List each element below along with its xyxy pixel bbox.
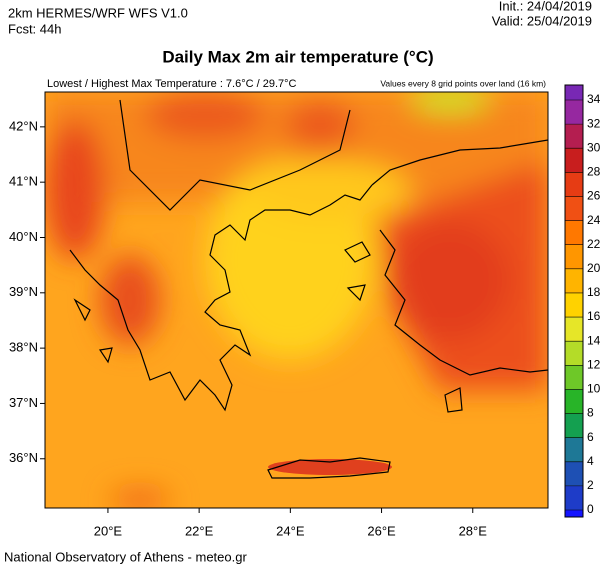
colorbar-label: 16 bbox=[587, 309, 600, 323]
colorbar-band bbox=[565, 244, 583, 269]
colorbar-label: 8 bbox=[587, 406, 594, 420]
colorbar-band bbox=[565, 268, 583, 293]
colorbar-label: 4 bbox=[587, 454, 594, 468]
colorbar-band bbox=[565, 389, 583, 414]
colorbar-label: 34 bbox=[587, 92, 600, 106]
colorbar-band bbox=[565, 172, 583, 197]
x-tick-label: 28°E bbox=[459, 523, 488, 538]
title: Daily Max 2m air temperature (°C) bbox=[162, 47, 433, 66]
y-tick-label: 37°N bbox=[9, 395, 38, 410]
colorbar-label: 30 bbox=[587, 140, 600, 154]
colorbar-band bbox=[565, 148, 583, 173]
colorbar-label: 14 bbox=[587, 333, 600, 347]
colorbar-band bbox=[565, 365, 583, 390]
colorbar-band bbox=[565, 437, 583, 462]
init-label: Init.: 24/04/2019 bbox=[499, 0, 592, 13]
colorbar-label: 24 bbox=[587, 213, 600, 227]
colorbar-band bbox=[565, 100, 583, 125]
colorbar-band bbox=[565, 85, 583, 100]
colorbar-label: 6 bbox=[587, 430, 594, 444]
colorbar-band bbox=[565, 510, 583, 517]
colorbar-label: 28 bbox=[587, 165, 600, 179]
colorbar-band bbox=[565, 341, 583, 366]
valid-label: Valid: 25/04/2019 bbox=[492, 13, 592, 28]
footer: National Observatory of Athens - meteo.g… bbox=[4, 549, 247, 564]
y-tick-label: 40°N bbox=[9, 229, 38, 244]
colorbar-label: 2 bbox=[587, 478, 594, 492]
colorbar-band bbox=[565, 292, 583, 318]
subtitle-left: Lowest / Highest Max Temperature : 7.6°C… bbox=[47, 78, 297, 90]
y-tick-label: 41°N bbox=[9, 174, 38, 189]
colorbar-label: 18 bbox=[587, 285, 600, 299]
colorbar-label: 22 bbox=[587, 237, 600, 251]
y-tick-label: 38°N bbox=[9, 340, 38, 355]
colorbar-label: 20 bbox=[587, 261, 600, 275]
colorbar-band bbox=[565, 461, 583, 486]
colorbar-frame bbox=[564, 84, 584, 518]
colorbar-band bbox=[565, 220, 583, 245]
colorbar-label: 26 bbox=[587, 189, 600, 203]
colorbar-label: 10 bbox=[587, 382, 600, 396]
colorbar-band bbox=[565, 485, 583, 510]
x-tick-label: 26°E bbox=[367, 523, 396, 538]
forecast-label: Fcst: 44h bbox=[8, 21, 61, 36]
y-tick-label: 36°N bbox=[9, 450, 38, 465]
y-tick-label: 42°N bbox=[9, 118, 38, 133]
colorbar-label: 0 bbox=[587, 502, 594, 516]
field-shading bbox=[45, 92, 548, 508]
subtitle-right: Values every 8 grid points over land (16… bbox=[380, 78, 546, 88]
model-label: 2km HERMES/WRF WFS V1.0 bbox=[8, 5, 188, 20]
colorbar-band bbox=[565, 317, 583, 342]
temperature-field bbox=[45, 92, 548, 508]
x-tick-label: 20°E bbox=[94, 523, 123, 538]
colorbar-label: 32 bbox=[587, 116, 600, 130]
colorbar-band bbox=[565, 124, 583, 149]
y-tick-label: 39°N bbox=[9, 284, 38, 299]
x-tick-label: 24°E bbox=[276, 523, 305, 538]
map-frame bbox=[44, 91, 549, 509]
crete-shade bbox=[268, 459, 392, 475]
colorbar-band bbox=[565, 196, 583, 221]
colorbar-band bbox=[565, 413, 583, 438]
colorbar-label: 12 bbox=[587, 357, 600, 371]
coastlines bbox=[69, 99, 548, 479]
x-tick-label: 22°E bbox=[185, 523, 214, 538]
